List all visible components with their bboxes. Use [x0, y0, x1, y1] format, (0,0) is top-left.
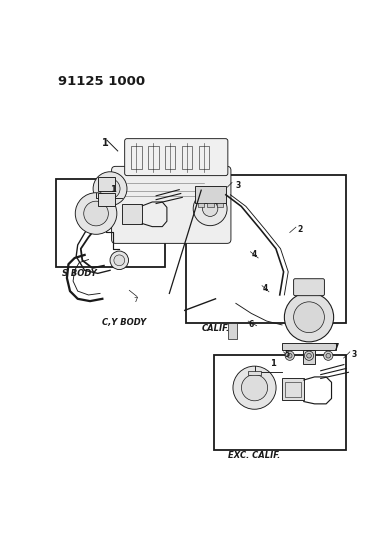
- FancyBboxPatch shape: [112, 166, 231, 244]
- Text: CALIF.: CALIF.: [201, 324, 229, 333]
- Circle shape: [287, 353, 292, 358]
- Text: S BODY: S BODY: [62, 269, 97, 278]
- Bar: [214, 356, 346, 450]
- Text: 3: 3: [351, 350, 357, 359]
- Text: 91125 1000: 91125 1000: [58, 75, 145, 88]
- Text: 7: 7: [133, 296, 138, 303]
- Bar: [207, 203, 214, 207]
- Circle shape: [304, 351, 314, 360]
- Circle shape: [285, 351, 294, 360]
- Circle shape: [75, 193, 117, 235]
- Bar: [198, 203, 204, 207]
- Bar: [303, 350, 315, 364]
- Bar: [282, 343, 336, 350]
- Circle shape: [202, 201, 218, 216]
- Text: 6: 6: [249, 319, 254, 328]
- Text: 4: 4: [251, 250, 256, 259]
- Text: 1: 1: [102, 138, 109, 148]
- Bar: [165, 146, 176, 168]
- Text: 4: 4: [263, 284, 268, 293]
- Circle shape: [284, 293, 334, 342]
- Bar: [195, 187, 226, 203]
- Bar: [181, 146, 192, 168]
- Circle shape: [241, 375, 268, 401]
- Text: 7: 7: [334, 343, 339, 352]
- Bar: [249, 371, 261, 375]
- Text: 2: 2: [298, 225, 303, 234]
- Circle shape: [324, 351, 333, 360]
- Text: 1: 1: [110, 185, 116, 194]
- Bar: [122, 204, 142, 224]
- Circle shape: [294, 302, 325, 333]
- Text: 5: 5: [284, 350, 290, 359]
- Bar: [282, 378, 304, 400]
- Circle shape: [84, 201, 108, 226]
- Text: 3: 3: [235, 181, 240, 190]
- Text: 1: 1: [270, 359, 276, 368]
- Bar: [98, 193, 114, 206]
- Circle shape: [93, 172, 127, 206]
- Bar: [131, 146, 142, 168]
- Bar: [228, 324, 238, 339]
- Bar: [217, 203, 223, 207]
- FancyBboxPatch shape: [294, 279, 325, 296]
- Circle shape: [307, 353, 311, 358]
- Bar: [285, 382, 301, 397]
- Circle shape: [193, 192, 227, 225]
- Text: EXC. CALIF.: EXC. CALIF.: [229, 451, 281, 461]
- Bar: [98, 177, 114, 191]
- Text: C,Y BODY: C,Y BODY: [102, 318, 147, 327]
- FancyBboxPatch shape: [125, 139, 228, 175]
- Circle shape: [100, 179, 120, 199]
- Circle shape: [110, 251, 129, 270]
- Circle shape: [233, 366, 276, 409]
- Bar: [186, 175, 346, 322]
- Bar: [148, 146, 158, 168]
- Bar: [56, 179, 165, 267]
- Circle shape: [114, 255, 125, 265]
- Circle shape: [326, 353, 330, 358]
- Bar: [199, 146, 209, 168]
